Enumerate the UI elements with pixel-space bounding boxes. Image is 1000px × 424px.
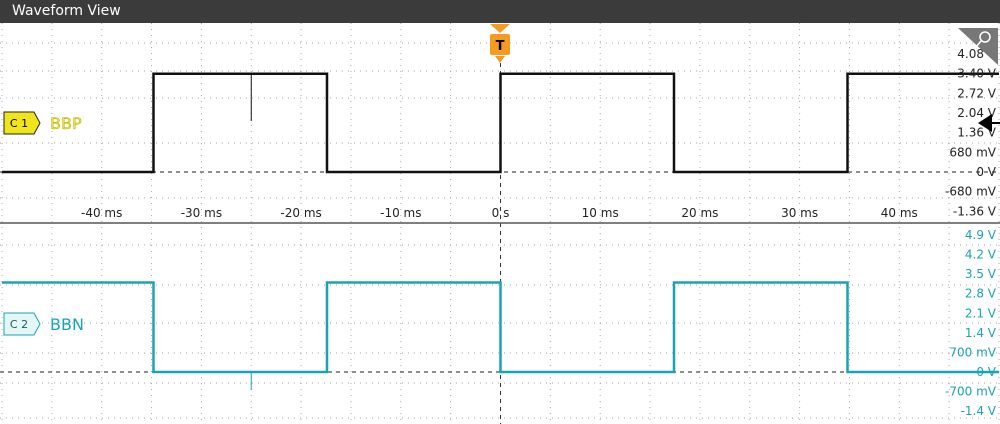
x-tick-label: 20 ms [681,206,718,220]
x-tick-label: -30 ms [181,206,222,220]
x-tick-label: -40 ms [81,206,122,220]
channel-2-badge-text: C 2 [10,318,28,331]
y-tick-label: 0 V [976,165,996,179]
channel-1-badge[interactable] [3,111,41,135]
y-tick-label: -1.4 V [961,404,997,418]
c2-axis-labels: 4.9 V 4.2 V 3.5 V 2.8 V 2.1 V 1.4 V 700 mV 0 V -… [945,228,997,418]
trigger-badge[interactable] [490,34,510,55]
trace-bbn[interactable] [2,281,999,374]
y-tick-label: 1.36 V [957,126,997,140]
y-tick-label: -700 mV [945,385,997,399]
y-tick-label: 0 V [976,365,996,379]
y-tick-label: 680 mV [949,145,996,159]
waveform-plot[interactable]: -40 ms -30 ms -20 ms -10 ms 0 s 10 ms 20 ms 30 … [0,23,1000,424]
y-tick-label: 4.2 V [965,248,997,262]
traces [2,72,999,390]
x-tick-label: 40 ms [881,206,918,220]
time-axis-labels: -40 ms -30 ms -20 ms -10 ms 0 s 10 ms 20 ms 30 … [81,206,918,220]
y-tick-label: 1.4 V [965,326,997,340]
channel-1-label[interactable]: C 1 BBP [3,111,82,135]
x-tick-label: 10 ms [582,206,619,220]
y-tick-label: -680 mV [945,185,997,199]
channel-2-label[interactable]: C 2 BBN [3,312,84,336]
x-tick-label: -10 ms [380,206,421,220]
y-tick-label: 2.04 V [957,106,997,120]
window-title: Waveform View [12,3,121,19]
y-tick-label: 2.8 V [965,287,997,301]
trace-bbp[interactable] [2,72,999,174]
window-titlebar: Waveform View [0,0,1000,23]
x-tick-label: 0 s [492,206,510,220]
trigger-arrow-top-icon [490,24,510,33]
y-tick-label: 700 mV [949,345,996,359]
channel-2-badge[interactable] [3,312,41,336]
channel-1-badge-text: C 1 [10,117,28,130]
grid-lines [0,23,1000,424]
y-tick-label: -1.36 V [953,204,997,218]
trigger-badge-label: T [496,39,505,54]
y-tick-label: 3.40 V [957,67,997,81]
x-tick-label: -20 ms [280,206,321,220]
offset-arrow-icon[interactable] [978,114,1000,132]
channel-1-name: BBP [50,114,82,133]
y-tick-label: 4.9 V [965,228,997,242]
trigger-arrow-bottom-icon [495,56,505,63]
channel-2-name: BBN [50,315,84,334]
zoom-icon[interactable] [958,28,998,65]
y-tick-label: 2.72 V [957,86,997,100]
trigger-marker[interactable]: T [490,24,510,63]
y-tick-label: 2.1 V [965,306,997,320]
x-tick-label: 30 ms [781,206,818,220]
y-tick-label: 3.5 V [965,267,997,281]
